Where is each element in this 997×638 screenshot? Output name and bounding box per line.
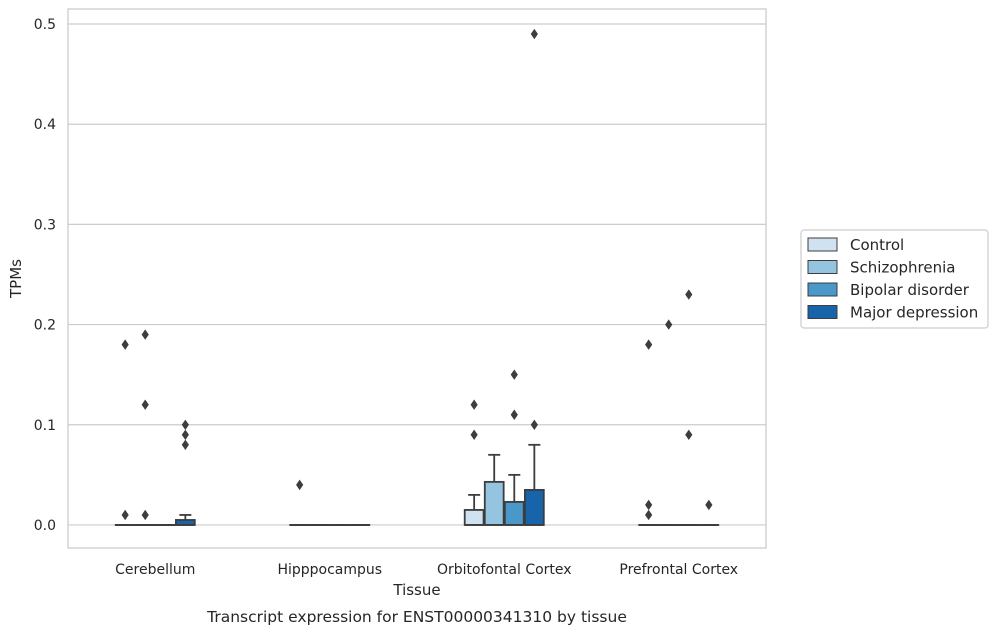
legend-label: Control: [850, 236, 904, 254]
tick-labels: 0.0 0.1 0.2 0.3 0.4 0.5 Cerebellum Hipppocampus…: [34, 17, 738, 578]
legend-swatch: [808, 261, 837, 274]
box-group: [485, 455, 504, 525]
legend: Control Schizophrenia Bipolar disorder Majo…: [801, 230, 988, 328]
outlier-point: [182, 440, 189, 450]
legend-swatch: [808, 238, 837, 251]
legend-label: Bipolar disorder: [850, 281, 970, 299]
outlier-point: [685, 289, 692, 299]
x-axis-title: Tissue: [392, 581, 440, 599]
outlier-point: [182, 420, 189, 430]
outlier-point: [296, 480, 303, 490]
outlier-point: [645, 339, 652, 349]
x-tick-label: Cerebellum: [115, 562, 195, 578]
box-group: [176, 420, 195, 525]
box-group: [699, 500, 718, 525]
outlier-point: [531, 29, 538, 39]
box-group: [116, 339, 135, 525]
box-group: [525, 29, 544, 525]
outlier-point: [471, 400, 478, 410]
box: [525, 490, 544, 525]
legend-swatch: [808, 306, 837, 319]
box-group: [639, 339, 658, 525]
outlier-point: [142, 329, 149, 339]
outlier-point: [531, 420, 538, 430]
outlier-point: [471, 430, 478, 440]
outlier-point: [705, 500, 712, 510]
chart-caption: Transcript expression for ENST0000034131…: [206, 608, 627, 626]
outlier-point: [182, 430, 189, 440]
legend-label: Schizophrenia: [850, 259, 955, 277]
box-group: [290, 480, 309, 525]
legend-swatch: [808, 283, 837, 296]
outlier-point: [511, 369, 518, 379]
x-tick-label: Prefrontal Cortex: [619, 562, 738, 578]
box: [485, 482, 504, 525]
box: [505, 502, 524, 525]
box-group: [505, 369, 524, 524]
y-tick-label: 0.4: [34, 117, 56, 133]
outlier-point: [142, 400, 149, 410]
boxes: [116, 29, 719, 525]
legend-label: Major depression: [850, 304, 978, 322]
y-tick-label: 0.3: [34, 217, 56, 233]
outlier-point: [122, 339, 129, 349]
outlier-point: [645, 510, 652, 520]
y-tick-label: 0.1: [34, 418, 56, 434]
box: [465, 510, 484, 525]
y-tick-label: 0.5: [34, 17, 56, 33]
x-tick-label: Orbitofontal Cortex: [437, 562, 572, 578]
outlier-point: [142, 510, 149, 520]
box-group: [136, 329, 155, 525]
y-axis-title: TPMs: [7, 259, 25, 299]
outlier-point: [665, 319, 672, 329]
x-tick-label: Hipppocampus: [277, 562, 382, 578]
outlier-point: [685, 430, 692, 440]
box-group: [659, 319, 678, 525]
grid-lines: [68, 24, 766, 525]
outlier-point: [645, 500, 652, 510]
outlier-point: [122, 510, 129, 520]
outlier-point: [511, 410, 518, 420]
y-tick-label: 0.0: [34, 518, 56, 534]
y-tick-label: 0.2: [34, 318, 56, 334]
plot-frame: [68, 9, 766, 548]
box-group: [465, 400, 484, 525]
